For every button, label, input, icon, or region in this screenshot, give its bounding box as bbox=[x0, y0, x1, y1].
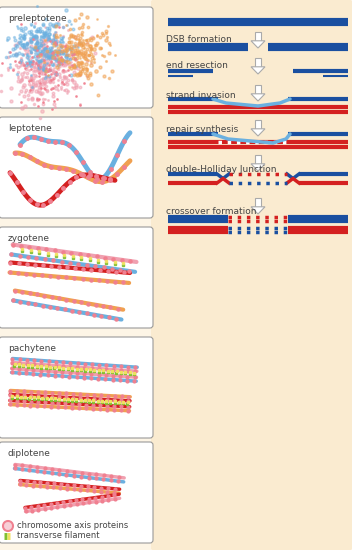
Text: DSB formation: DSB formation bbox=[166, 35, 232, 43]
Polygon shape bbox=[251, 207, 265, 214]
Text: preleptotene: preleptotene bbox=[8, 14, 67, 23]
Text: end resection: end resection bbox=[166, 60, 228, 69]
Bar bbox=[255, 155, 261, 164]
Text: pachytene: pachytene bbox=[8, 344, 56, 353]
Polygon shape bbox=[251, 67, 265, 74]
FancyBboxPatch shape bbox=[0, 227, 153, 328]
Text: diplotene: diplotene bbox=[8, 449, 51, 458]
Bar bbox=[255, 58, 261, 67]
Polygon shape bbox=[251, 94, 265, 101]
Bar bbox=[255, 85, 261, 94]
Circle shape bbox=[4, 522, 12, 530]
Text: double-Holliday Junction: double-Holliday Junction bbox=[166, 166, 277, 174]
Text: strand invasion: strand invasion bbox=[166, 91, 235, 100]
Text: repair synthesis: repair synthesis bbox=[166, 125, 238, 135]
Polygon shape bbox=[251, 129, 265, 136]
Bar bbox=[255, 198, 261, 207]
Polygon shape bbox=[251, 164, 265, 171]
Text: zygotene: zygotene bbox=[8, 234, 50, 243]
FancyBboxPatch shape bbox=[151, 0, 352, 550]
FancyBboxPatch shape bbox=[0, 117, 153, 218]
Text: leptotene: leptotene bbox=[8, 124, 52, 133]
Text: crossover formation: crossover formation bbox=[166, 207, 257, 217]
FancyBboxPatch shape bbox=[0, 7, 153, 108]
Bar bbox=[255, 120, 261, 129]
FancyBboxPatch shape bbox=[0, 337, 153, 438]
Text: chromosome axis proteins: chromosome axis proteins bbox=[17, 521, 128, 531]
Bar bbox=[255, 32, 261, 41]
Polygon shape bbox=[251, 41, 265, 48]
Text: transverse filament: transverse filament bbox=[17, 531, 100, 541]
FancyBboxPatch shape bbox=[0, 442, 153, 543]
